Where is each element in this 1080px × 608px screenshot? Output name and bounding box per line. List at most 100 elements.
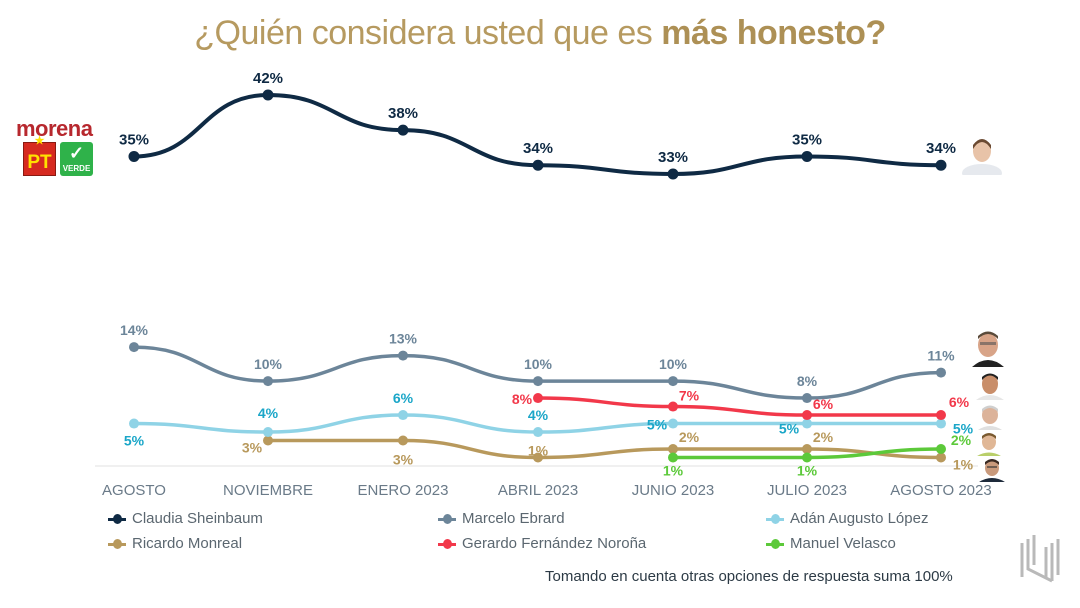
data-label: 5% (779, 421, 800, 437)
data-point (533, 393, 543, 404)
data-point (802, 393, 812, 404)
legend-marker-icon (766, 513, 784, 524)
legend-label: Manuel Velasco (790, 535, 896, 552)
data-point (668, 376, 678, 387)
x-tick-label: AGOSTO 2023 (890, 482, 991, 499)
data-label: 2% (679, 429, 700, 445)
data-label: 6% (949, 394, 970, 410)
photo-manuel-velasco (976, 430, 1002, 456)
data-point (667, 168, 679, 180)
data-label: 10% (659, 356, 688, 372)
data-point (936, 410, 946, 421)
data-label: 10% (524, 356, 553, 372)
legend-item-claudia-sheinbaum[interactable]: Claudia Sheinbaum (108, 510, 263, 527)
data-label: 5% (953, 421, 974, 437)
checkmark-icon: ✓ (68, 143, 85, 163)
verde-logo-text: VERDE (62, 164, 91, 173)
data-label: 13% (389, 331, 418, 347)
legend-marker-icon (108, 513, 126, 524)
data-label: 34% (523, 140, 553, 157)
data-label: 33% (658, 149, 688, 166)
legend-marker-icon (766, 538, 784, 549)
data-labels-layer: 3%3%1%2% 2%1%1% 1%2%5%4%6%4%5% 5% 5%8% 7%6% 6%… (119, 70, 974, 479)
data-label: 42% (253, 70, 283, 87)
data-point (263, 435, 273, 446)
data-point (129, 418, 139, 429)
data-point (398, 350, 408, 361)
data-point (398, 435, 408, 446)
data-label: 8% (797, 373, 818, 389)
data-label: 2% (813, 429, 834, 445)
legend-item-adan-augusto-lopez[interactable]: Adán Augusto López (766, 510, 928, 527)
x-tick-label: ENERO 2023 (358, 482, 449, 499)
legend-item-ricardo-monreal[interactable]: Ricardo Monreal (108, 535, 242, 552)
legend-label: Adán Augusto López (790, 510, 929, 527)
data-point (936, 444, 946, 455)
data-point (668, 452, 678, 463)
data-point (668, 444, 678, 455)
data-point (802, 452, 812, 463)
data-label: 34% (926, 140, 956, 157)
x-tick-label: NOVIEMBRE (223, 482, 313, 499)
footnote: Tomando en cuenta otras opciones de resp… (545, 568, 953, 585)
data-point (397, 124, 409, 136)
data-point (263, 427, 273, 438)
data-point (533, 427, 543, 438)
pt-logo: ★ PT (23, 135, 56, 176)
data-point (533, 452, 543, 463)
data-label: 5% (647, 417, 668, 433)
x-tick-label: AGOSTO (102, 482, 166, 499)
data-point (129, 342, 139, 353)
data-point (262, 89, 274, 101)
data-label: 4% (258, 405, 279, 421)
data-point (398, 410, 408, 421)
star-icon: ★ (34, 135, 45, 147)
data-point (936, 367, 946, 378)
legend-item-marcelo-ebrard[interactable]: Marcelo Ebrard (438, 510, 565, 527)
data-point (263, 376, 273, 387)
verde-logo: ✓ VERDE (60, 142, 93, 176)
data-point (936, 418, 946, 429)
photo-marcelo-ebrard (970, 327, 1006, 367)
data-label: 1% (797, 463, 818, 479)
data-label: 11% (927, 348, 955, 364)
data-label: 5% (124, 433, 145, 449)
data-label: 6% (393, 390, 414, 406)
title-bold: más honesto? (661, 14, 886, 52)
legend-label: Marcelo Ebrard (462, 510, 565, 527)
data-point (532, 159, 544, 171)
legend-marker-icon (438, 538, 456, 549)
chart-legend: Claudia Sheinbaum Marcelo Ebrard Adán Au… (108, 510, 1008, 560)
photo-gerardo-fernandez-norona (974, 370, 1006, 400)
series-line-gerardo-fern-ndez-noro-a (536, 396, 943, 417)
data-label: 6% (813, 396, 834, 412)
data-label: 7% (679, 388, 700, 404)
legend-label: Claudia Sheinbaum (132, 510, 263, 527)
data-label: 1% (663, 463, 684, 479)
data-point (935, 159, 947, 171)
data-label: 38% (388, 105, 418, 122)
data-point (936, 452, 946, 463)
data-point (802, 444, 812, 455)
photo-claudia-sheinbaum (960, 133, 1004, 175)
data-point (802, 410, 812, 421)
x-axis-ticks: AGOSTO NOVIEMBRE ENERO 2023 ABRIL 2023 JUNIO… (102, 482, 992, 499)
data-label: 10% (254, 356, 283, 372)
legend-label: Ricardo Monreal (132, 535, 243, 552)
morena-logo: morena (16, 116, 93, 141)
data-label: 1% (953, 457, 974, 473)
legend-marker-icon (108, 538, 126, 549)
data-label: 1% (528, 443, 549, 459)
data-point (668, 418, 678, 429)
title-regular: ¿Quién considera usted que es (194, 14, 662, 52)
series-layer (128, 89, 947, 463)
series-line-ricardo-monreal (266, 438, 943, 460)
series-line-marcelo-ebrard (132, 345, 943, 400)
data-label: 4% (528, 407, 549, 423)
legend-item-gerardo-fernandez-norona[interactable]: Gerardo Fernández Noroña (438, 535, 646, 552)
x-tick-label: ABRIL 2023 (498, 482, 578, 499)
data-point (802, 418, 812, 429)
data-label: 3% (242, 440, 263, 456)
legend-item-manuel-velasco[interactable]: Manuel Velasco (766, 535, 896, 552)
